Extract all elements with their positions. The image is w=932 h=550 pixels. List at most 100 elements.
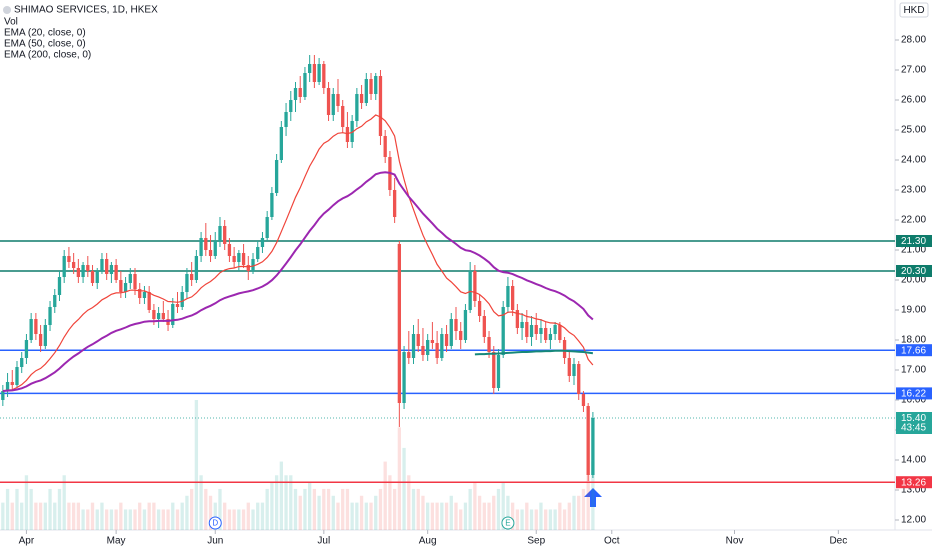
volume-bar — [496, 488, 501, 530]
y-tick-label: 23.00 — [901, 185, 926, 196]
candle-body — [449, 319, 453, 346]
candle-body — [336, 94, 340, 106]
ema-legend: EMA (200, close, 0) — [4, 50, 91, 61]
volume-bar — [308, 482, 312, 530]
candle-body — [38, 334, 43, 346]
candle-body — [119, 280, 123, 292]
x-tick-label: Jul — [317, 536, 330, 547]
symbol-icon — [3, 6, 11, 14]
candle-body — [260, 238, 265, 247]
currency[interactable]: HKD — [903, 5, 924, 16]
volume-bar — [189, 488, 194, 530]
volume-bar — [477, 495, 482, 530]
volume-bar — [1, 502, 5, 530]
candle-body — [265, 217, 269, 238]
candle-body — [24, 340, 29, 358]
candle-body — [105, 259, 109, 274]
level-label: 16.22 — [901, 389, 926, 400]
candle-body — [152, 310, 156, 319]
volume-bar — [586, 475, 590, 530]
volume-bar — [227, 509, 232, 530]
candle-body — [402, 352, 406, 403]
currency-box[interactable] — [899, 2, 929, 18]
candle-body — [312, 64, 317, 82]
level-label-box — [896, 476, 932, 489]
volume-bar — [95, 509, 99, 530]
volume-bar — [185, 495, 189, 530]
volume-bar — [279, 461, 283, 530]
volume-bar — [53, 502, 57, 530]
x-tick-label: Oct — [604, 536, 620, 547]
volume-bar — [581, 488, 586, 530]
volume-bar — [138, 502, 142, 530]
y-tick-label: 19.00 — [901, 305, 926, 316]
candle-body — [553, 325, 557, 334]
volume-legend: Vol — [4, 17, 18, 28]
candle-body — [270, 193, 274, 217]
candle-body — [440, 334, 444, 358]
volume-bar — [71, 502, 76, 530]
volume-bar — [218, 488, 222, 530]
volume-bar — [572, 495, 576, 530]
candle-body — [421, 346, 425, 355]
volume-bar — [289, 475, 293, 530]
y-tick-label: 12.00 — [901, 515, 926, 526]
ema-legend: EMA (50, close, 0) — [4, 39, 86, 50]
candle-body — [411, 334, 416, 358]
candle-body — [208, 250, 213, 256]
volume-bar — [20, 502, 24, 530]
candle-body — [591, 418, 595, 475]
chart-title: SHIMAO SERVICES, 1D, HKEX — [14, 5, 158, 16]
volume-bar — [256, 502, 260, 530]
arrow-annotation — [584, 488, 602, 507]
candle-body — [95, 271, 99, 283]
last-price-box — [896, 412, 932, 434]
volume-bar — [213, 502, 217, 530]
event-label: E — [505, 519, 510, 528]
candle-body — [492, 352, 496, 388]
candle-body — [284, 112, 288, 127]
y-tick-label: 22.00 — [901, 215, 926, 226]
volume-bar — [67, 502, 71, 530]
volume-bar — [43, 502, 47, 530]
candle-body — [147, 292, 151, 310]
volume-bar — [265, 488, 269, 530]
candle-body — [515, 310, 520, 328]
candle-body — [392, 190, 397, 217]
y-tick-label: 17.00 — [901, 365, 926, 376]
volume-bar — [166, 509, 170, 530]
candle-body — [468, 271, 472, 310]
candle-body — [232, 256, 236, 262]
volume-bar — [359, 495, 364, 530]
candle-body — [133, 274, 137, 289]
candle-body — [180, 292, 184, 307]
countdown: 43:45 — [901, 423, 926, 434]
candle-body — [572, 364, 576, 376]
y-tick-label: 24.00 — [901, 155, 926, 166]
y-tick-label: 14.00 — [901, 455, 926, 466]
volume-bar — [241, 509, 246, 530]
volume-bar — [260, 502, 265, 530]
candle-body — [62, 256, 66, 277]
y-tick-label: 20.00 — [901, 275, 926, 286]
volume-bar — [416, 488, 420, 530]
volume-bar — [567, 502, 571, 530]
volume-bar — [515, 509, 520, 530]
candle-body — [444, 334, 449, 346]
candle-body — [114, 265, 118, 280]
candle-body — [43, 325, 47, 346]
candle-body — [5, 382, 10, 391]
candle-body — [185, 274, 189, 292]
last-price-label: 15.40 — [901, 413, 926, 424]
candle-body — [510, 286, 515, 310]
volume-bar — [463, 502, 468, 530]
y-tick-label: 25.00 — [901, 125, 926, 136]
volume-bar — [388, 475, 392, 530]
volume-bar — [539, 502, 543, 530]
volume-bar — [133, 509, 137, 530]
volume-bar — [444, 502, 449, 530]
volume-bar — [355, 502, 359, 530]
volume-bar — [407, 475, 411, 530]
candle-body — [90, 271, 95, 283]
